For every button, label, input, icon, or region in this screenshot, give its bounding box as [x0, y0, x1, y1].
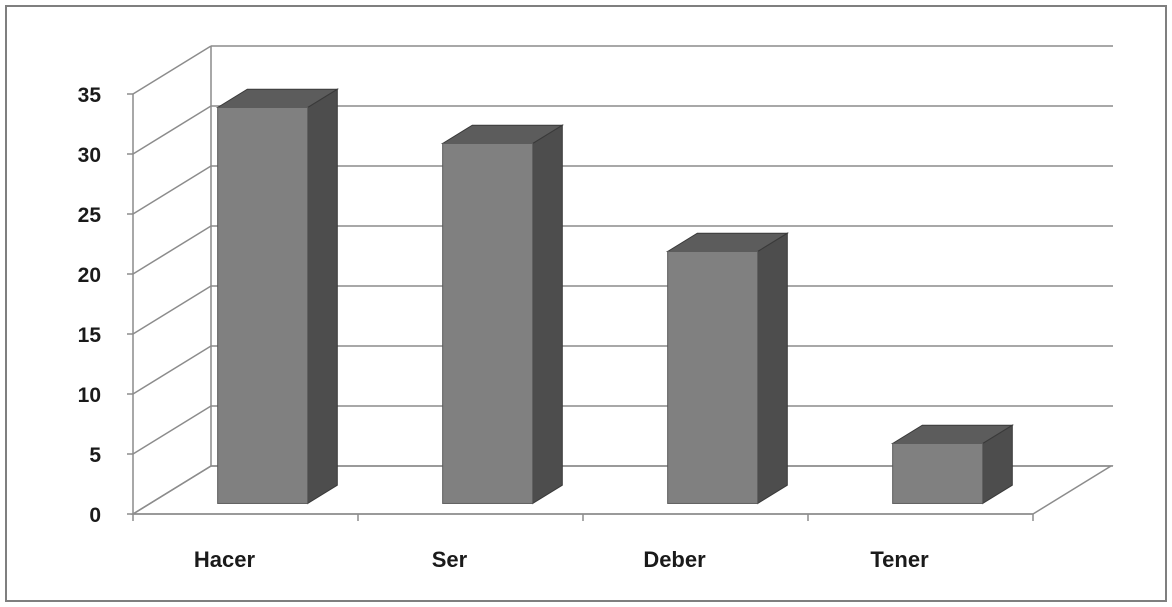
axes	[127, 93, 1034, 521]
x-category-label: Tener	[870, 547, 929, 572]
y-tick-label: 30	[78, 144, 101, 167]
gridline-side-5	[132, 405, 212, 455]
gridline-side-10	[132, 345, 212, 395]
bar-side	[307, 88, 338, 505]
y-tick-label: 20	[78, 264, 101, 287]
y-tick-label: 0	[89, 504, 101, 527]
bar-ser	[440, 124, 565, 505]
bar-side	[757, 232, 788, 505]
gridline-side-35	[132, 45, 212, 95]
x-category-label: Deber	[643, 547, 706, 572]
y-tick-label: 5	[89, 444, 101, 467]
bar-hacer	[215, 88, 340, 505]
y-tick-label: 25	[78, 204, 102, 227]
bar-front	[892, 442, 984, 504]
gridline-side-20	[132, 225, 212, 275]
bar-front	[217, 106, 309, 504]
gridline-side-30	[132, 105, 212, 155]
bar-front	[667, 250, 759, 504]
x-category-label: Ser	[432, 547, 468, 572]
bars	[215, 88, 1015, 505]
gridline-side-15	[132, 285, 212, 335]
y-tick-label: 15	[78, 324, 102, 347]
gridlines	[132, 45, 1113, 515]
bar-side	[532, 124, 563, 505]
gridline-side-25	[132, 165, 212, 215]
y-tick-label: 35	[78, 84, 102, 107]
gridline-side-0	[132, 465, 212, 515]
x-axis-tick-labels: Hacer Ser Deber Tener	[194, 547, 929, 572]
bar-deber	[665, 232, 790, 505]
bar-front	[442, 142, 534, 504]
bar-tener	[890, 424, 1015, 505]
y-axis-tick-labels: 0 5 10 15 20 25 30 35	[78, 84, 102, 527]
y-tick-label: 10	[78, 384, 101, 407]
x-category-label: Hacer	[194, 547, 256, 572]
